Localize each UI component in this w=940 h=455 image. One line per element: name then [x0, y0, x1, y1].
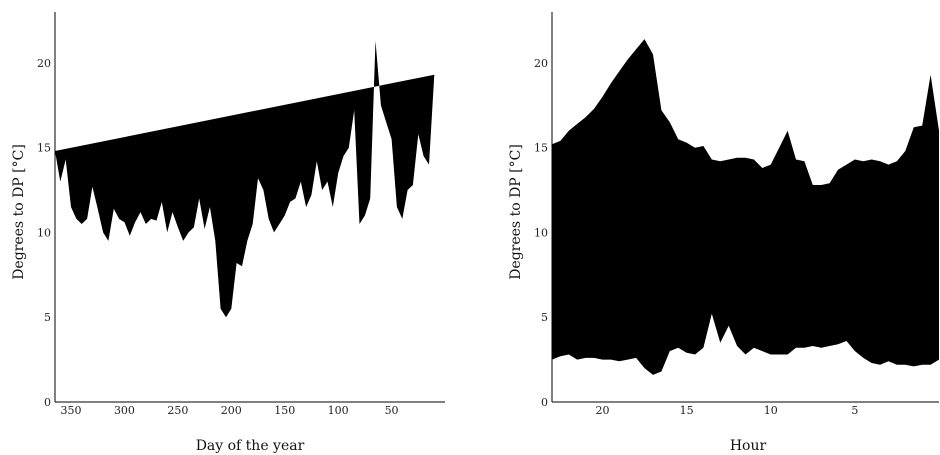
y-axis-label: Degrees to DP [°C]: [508, 144, 524, 280]
x-tick-label: 100: [328, 404, 349, 417]
chart-panel-hour: 0 5 10 15 20 20 15 10 5 Hour Degrees to DP [°C]: [508, 12, 939, 454]
x-tick-label: 5: [851, 404, 858, 417]
y-tick-label: 15: [534, 142, 548, 155]
y-tick-label: 5: [44, 311, 51, 324]
x-tick-label: 150: [274, 404, 295, 417]
y-tick-label: 0: [541, 396, 548, 409]
x-tick-label: 20: [595, 404, 609, 417]
x-tick-label: 300: [114, 404, 135, 417]
chart-panel-day-of-year: 0 5 10 15 20 350 300 250 200 150 100 50 Day of the…: [11, 12, 445, 454]
y-tick-label: 0: [44, 396, 51, 409]
dp-range-area-day: [55, 40, 435, 318]
y-ticks: 0 5 10 15 20: [37, 57, 51, 409]
y-tick-label: 10: [37, 226, 51, 239]
y-tick-label: 20: [534, 57, 548, 70]
x-axis-label: Day of the year: [196, 438, 305, 454]
x-axis-label: Hour: [730, 438, 767, 454]
y-tick-label: 5: [541, 311, 548, 324]
x-tick-label: 15: [680, 404, 694, 417]
x-tick-label: 10: [764, 404, 778, 417]
x-tick-label: 350: [61, 404, 82, 417]
x-ticks: 350 300 250 200 150 100 50: [61, 404, 399, 417]
x-tick-label: 250: [167, 404, 188, 417]
y-tick-label: 10: [534, 226, 548, 239]
x-tick-label: 200: [221, 404, 242, 417]
y-tick-label: 15: [37, 142, 51, 155]
y-ticks: 0 5 10 15 20: [534, 57, 548, 409]
y-axis-label: Degrees to DP [°C]: [11, 144, 27, 280]
x-tick-label: 50: [385, 404, 399, 417]
x-ticks: 20 15 10 5: [595, 404, 858, 417]
dp-range-area-hour: [552, 39, 939, 375]
y-tick-label: 20: [37, 57, 51, 70]
